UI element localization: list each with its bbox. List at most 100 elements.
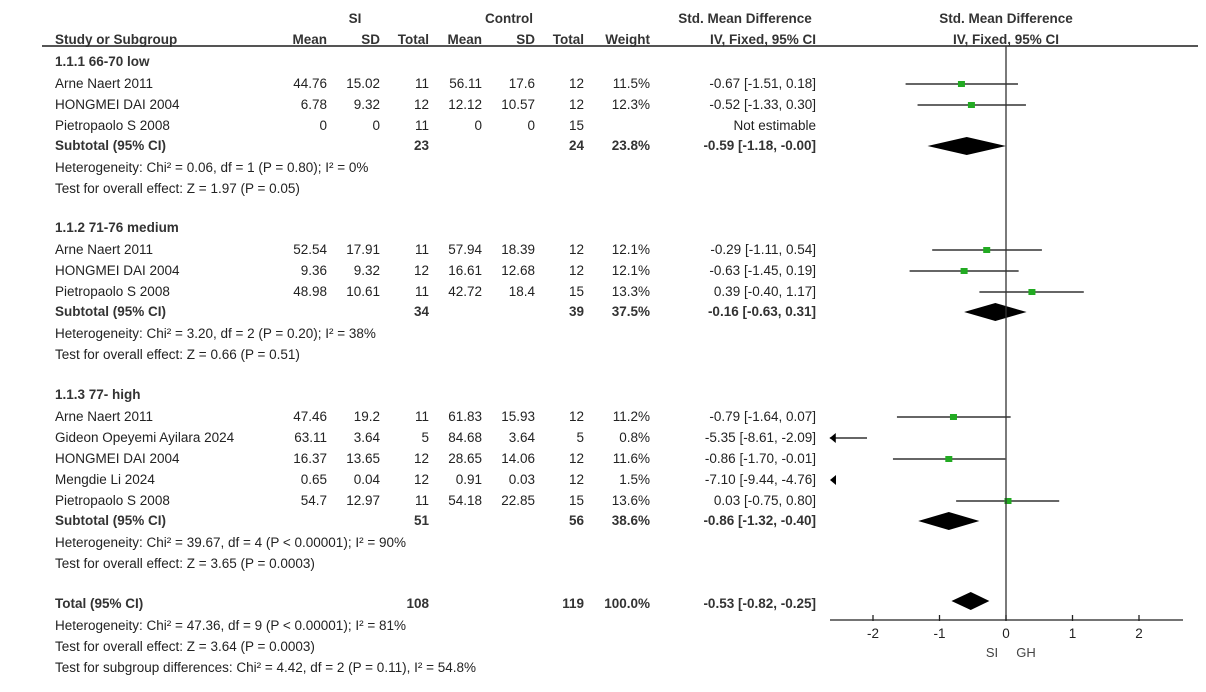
study-total1: 11 bbox=[414, 118, 429, 133]
study-sd1: 15.02 bbox=[346, 76, 380, 91]
study-ci: Not estimable bbox=[733, 118, 816, 133]
col-total1: Total bbox=[397, 32, 429, 47]
subtotal-total2: 24 bbox=[568, 138, 584, 153]
subgroup-title: 1.1.2 71-76 medium bbox=[55, 220, 179, 235]
study-sd2: 0.03 bbox=[508, 472, 535, 487]
col-weight: Weight bbox=[605, 32, 650, 47]
study-mean2: 42.72 bbox=[448, 284, 482, 299]
study-mean1: 44.76 bbox=[293, 76, 327, 91]
subgroup-title: 1.1.1 66-70 low bbox=[55, 54, 150, 69]
col-mean2: Mean bbox=[447, 32, 482, 47]
study-ci: -0.79 [-1.64, 0.07] bbox=[709, 409, 816, 424]
study-sd2: 14.06 bbox=[501, 451, 535, 466]
subtotal-weight: 37.5% bbox=[611, 304, 650, 319]
subgroup-differences: Test for subgroup differences: Chi² = 4.… bbox=[55, 660, 476, 675]
col-sd1: SD bbox=[361, 32, 380, 47]
study-sd2: 18.4 bbox=[508, 284, 535, 299]
study-mean1: 6.78 bbox=[300, 97, 327, 112]
x-tick-label: 1 bbox=[1069, 626, 1077, 641]
study-total1: 12 bbox=[413, 263, 429, 278]
total-overall-effect: Test for overall effect: Z = 3.64 (P = 0… bbox=[55, 639, 315, 654]
study-point bbox=[960, 268, 968, 274]
study-sd1: 12.97 bbox=[346, 493, 380, 508]
subtotal-weight: 38.6% bbox=[611, 513, 650, 528]
study-mean2: 28.65 bbox=[448, 451, 482, 466]
study-mean2: 56.11 bbox=[449, 76, 482, 91]
subtotal-total2: 56 bbox=[568, 513, 584, 528]
subtotal-label: Subtotal (95% CI) bbox=[55, 138, 167, 153]
plot-header: Std. Mean Difference bbox=[939, 11, 1073, 26]
study-mean1: 48.98 bbox=[293, 284, 327, 299]
x-label-left: SI bbox=[986, 645, 998, 660]
col-sd2: SD bbox=[516, 32, 535, 47]
study-mean2: 0.91 bbox=[455, 472, 482, 487]
study-point bbox=[949, 414, 957, 420]
study-total2: 12 bbox=[568, 451, 584, 466]
study-point bbox=[957, 81, 965, 87]
study-sd2: 12.68 bbox=[501, 263, 535, 278]
study-name: Gideon Opeyemi Ayilara 2024 bbox=[55, 430, 235, 445]
subtotal-diamond bbox=[964, 303, 1027, 321]
subtotal-label: Subtotal (95% CI) bbox=[55, 304, 167, 319]
study-sd2: 17.6 bbox=[508, 76, 535, 91]
total-label: Total (95% CI) bbox=[55, 596, 144, 611]
study-sd2: 22.85 bbox=[501, 493, 535, 508]
subtotal-total1: 51 bbox=[413, 513, 429, 528]
study-sd1: 0 bbox=[372, 118, 380, 133]
study-name: Mengdie Li 2024 bbox=[55, 472, 155, 487]
subgroup-title: 1.1.3 77- high bbox=[55, 387, 141, 402]
study-weight: 13.6% bbox=[611, 493, 650, 508]
study-weight: 11.5% bbox=[612, 76, 650, 91]
study-total1: 11 bbox=[414, 242, 429, 257]
subtotal-ci: -0.59 [-1.18, -0.00] bbox=[703, 138, 816, 153]
study-sd1: 0.04 bbox=[353, 472, 380, 487]
study-weight: 12.1% bbox=[611, 242, 650, 257]
study-name: Pietropaolo S 2008 bbox=[55, 284, 170, 299]
study-sd1: 9.32 bbox=[353, 263, 380, 278]
study-name: Pietropaolo S 2008 bbox=[55, 493, 170, 508]
study-weight: 0.8% bbox=[619, 430, 650, 445]
study-point bbox=[967, 102, 975, 108]
study-sd2: 18.39 bbox=[501, 242, 535, 257]
overall-effect-text: Test for overall effect: Z = 1.97 (P = 0… bbox=[55, 181, 300, 196]
study-name: Pietropaolo S 2008 bbox=[55, 118, 170, 133]
study-point bbox=[1028, 289, 1036, 295]
group2-header: Control bbox=[485, 11, 533, 26]
study-point bbox=[945, 456, 953, 462]
study-total2: 12 bbox=[568, 263, 584, 278]
study-total1: 12 bbox=[413, 472, 429, 487]
total-weight: 100.0% bbox=[604, 596, 650, 611]
total-heterogeneity: Heterogeneity: Chi² = 47.36, df = 9 (P <… bbox=[55, 618, 406, 633]
col-ci: IV, Fixed, 95% CI bbox=[709, 32, 816, 47]
total-ci: -0.53 [-0.82, -0.25] bbox=[703, 596, 816, 611]
study-ci: -0.86 [-1.70, -0.01] bbox=[704, 451, 816, 466]
col-mean1: Mean bbox=[292, 32, 327, 47]
study-total2: 15 bbox=[568, 493, 584, 508]
study-mean1: 9.36 bbox=[300, 263, 327, 278]
study-weight: 11.6% bbox=[612, 451, 650, 466]
study-weight: 12.3% bbox=[611, 97, 650, 112]
study-name: Arne Naert 2011 bbox=[55, 409, 154, 424]
x-tick-label: -1 bbox=[933, 626, 945, 641]
total-diamond bbox=[951, 592, 990, 610]
col-plot-ci: IV, Fixed, 95% CI bbox=[952, 32, 1060, 47]
total-total2: 119 bbox=[562, 596, 584, 611]
overall-effect-text: Test for overall effect: Z = 0.66 (P = 0… bbox=[55, 347, 300, 362]
study-ci: 0.39 [-0.40, 1.17] bbox=[713, 284, 816, 299]
study-name: HONGMEI DAI 2004 bbox=[55, 97, 180, 112]
study-mean2: 84.68 bbox=[448, 430, 482, 445]
heterogeneity-text: Heterogeneity: Chi² = 0.06, df = 1 (P = … bbox=[55, 160, 369, 175]
study-total1: 5 bbox=[421, 430, 429, 445]
study-offscale-arrow bbox=[830, 475, 836, 485]
study-sd2: 3.64 bbox=[508, 430, 535, 445]
study-total2: 12 bbox=[568, 472, 584, 487]
study-ci: -0.29 [-1.11, 0.54] bbox=[710, 242, 816, 257]
study-total2: 12 bbox=[568, 242, 584, 257]
study-arrow bbox=[829, 433, 836, 443]
study-point bbox=[1004, 498, 1012, 504]
x-label-right: GH bbox=[1016, 645, 1036, 660]
study-mean1: 0.65 bbox=[300, 472, 327, 487]
heterogeneity-text: Heterogeneity: Chi² = 3.20, df = 2 (P = … bbox=[55, 326, 376, 341]
study-sd1: 3.64 bbox=[353, 430, 380, 445]
subtotal-ci: -0.16 [-0.63, 0.31] bbox=[707, 304, 816, 319]
